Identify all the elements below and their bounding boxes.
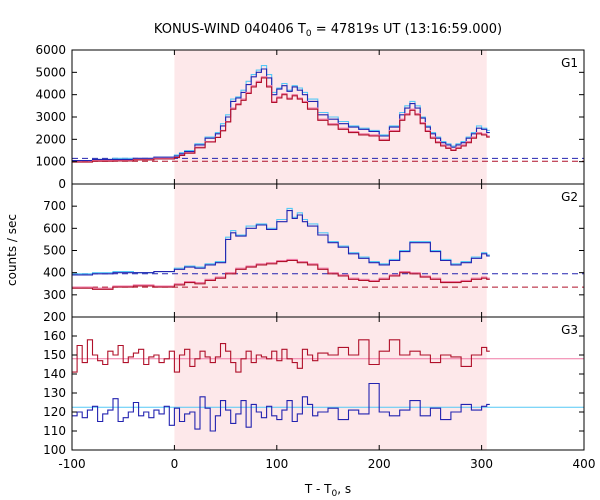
- y-tick-label: 300: [43, 288, 66, 302]
- y-tick-label: 6000: [35, 43, 66, 57]
- x-axis-label-main: T - T: [304, 482, 332, 496]
- panel-label: G2: [561, 190, 578, 204]
- y-tick-label: 100: [43, 443, 66, 457]
- chart-title: KONUS-WIND 040406 T0 = 47819s UT (13:16:…: [154, 22, 502, 39]
- y-tick-label: 700: [43, 199, 66, 213]
- x-tick-label: 100: [265, 457, 288, 471]
- y-tick-label: 130: [43, 386, 66, 400]
- y-tick-label: 150: [43, 348, 66, 362]
- x-tick-label: 300: [470, 457, 493, 471]
- x-tick-label: 400: [573, 457, 596, 471]
- panel-g1: 0 1000 2000 3000 4000 5000 6000 G1: [35, 43, 585, 191]
- x-tick-label: 200: [368, 457, 391, 471]
- highlight-interval: [174, 317, 487, 450]
- title-rest: = 47819s UT (13:16:59.000): [312, 22, 502, 37]
- x-axis-label-rest: , s: [337, 482, 351, 496]
- y-tick-label: 500: [43, 244, 66, 258]
- y-tick-label: 140: [43, 367, 66, 381]
- x-axis-label: T - T0, s: [304, 482, 351, 499]
- y-tick-label: 2000: [35, 132, 66, 146]
- x-tick-label: 0: [171, 457, 179, 471]
- series-red: [72, 259, 490, 290]
- panel-g2: 200 300 400 500 600 700 G2: [43, 183, 585, 324]
- series-light-blue: [72, 65, 490, 162]
- y-tick-label: 5000: [35, 65, 66, 79]
- x-axis-ticks: -100 0 100 200 300 400: [58, 457, 595, 471]
- y-tick-label: 120: [43, 405, 66, 419]
- y-tick-label: 600: [43, 221, 66, 235]
- title-subscript: 0: [306, 29, 312, 39]
- y-tick-label: 110: [43, 424, 66, 438]
- title-main: KONUS-WIND 040406 T: [154, 22, 306, 37]
- panel-label: G1: [561, 56, 578, 70]
- series-red: [72, 339, 490, 373]
- svg-text:T - T0, s: T - T0, s: [304, 482, 351, 499]
- x-axis-label-subscript: 0: [332, 489, 338, 499]
- y-tick-label: 400: [43, 266, 66, 280]
- series-blue: [72, 210, 490, 276]
- y-axis-label: counts / sec: [5, 214, 19, 286]
- series-red: [72, 77, 490, 163]
- svg-text:KONUS-WIND 040406 T0 = 47819s: KONUS-WIND 040406 T0 = 47819s UT (13:16:…: [154, 22, 502, 39]
- y-tick-label: 200: [43, 310, 66, 324]
- y-tick-label: 4000: [35, 88, 66, 102]
- series-blue: [72, 382, 490, 432]
- y-tick-label: 1000: [35, 155, 66, 169]
- panel-g3: 100 110 120 130 140 150 160 G3: [43, 316, 585, 457]
- chart-panels: 0100020003000400050006000G12003004005006…: [35, 43, 595, 471]
- y-tick-label: 160: [43, 329, 66, 343]
- y-tick-label: 0: [58, 177, 66, 191]
- panel-label: G3: [561, 323, 578, 337]
- y-tick-label: 3000: [35, 110, 66, 124]
- x-tick-label: -100: [58, 457, 85, 471]
- panel-frame: [71, 316, 585, 451]
